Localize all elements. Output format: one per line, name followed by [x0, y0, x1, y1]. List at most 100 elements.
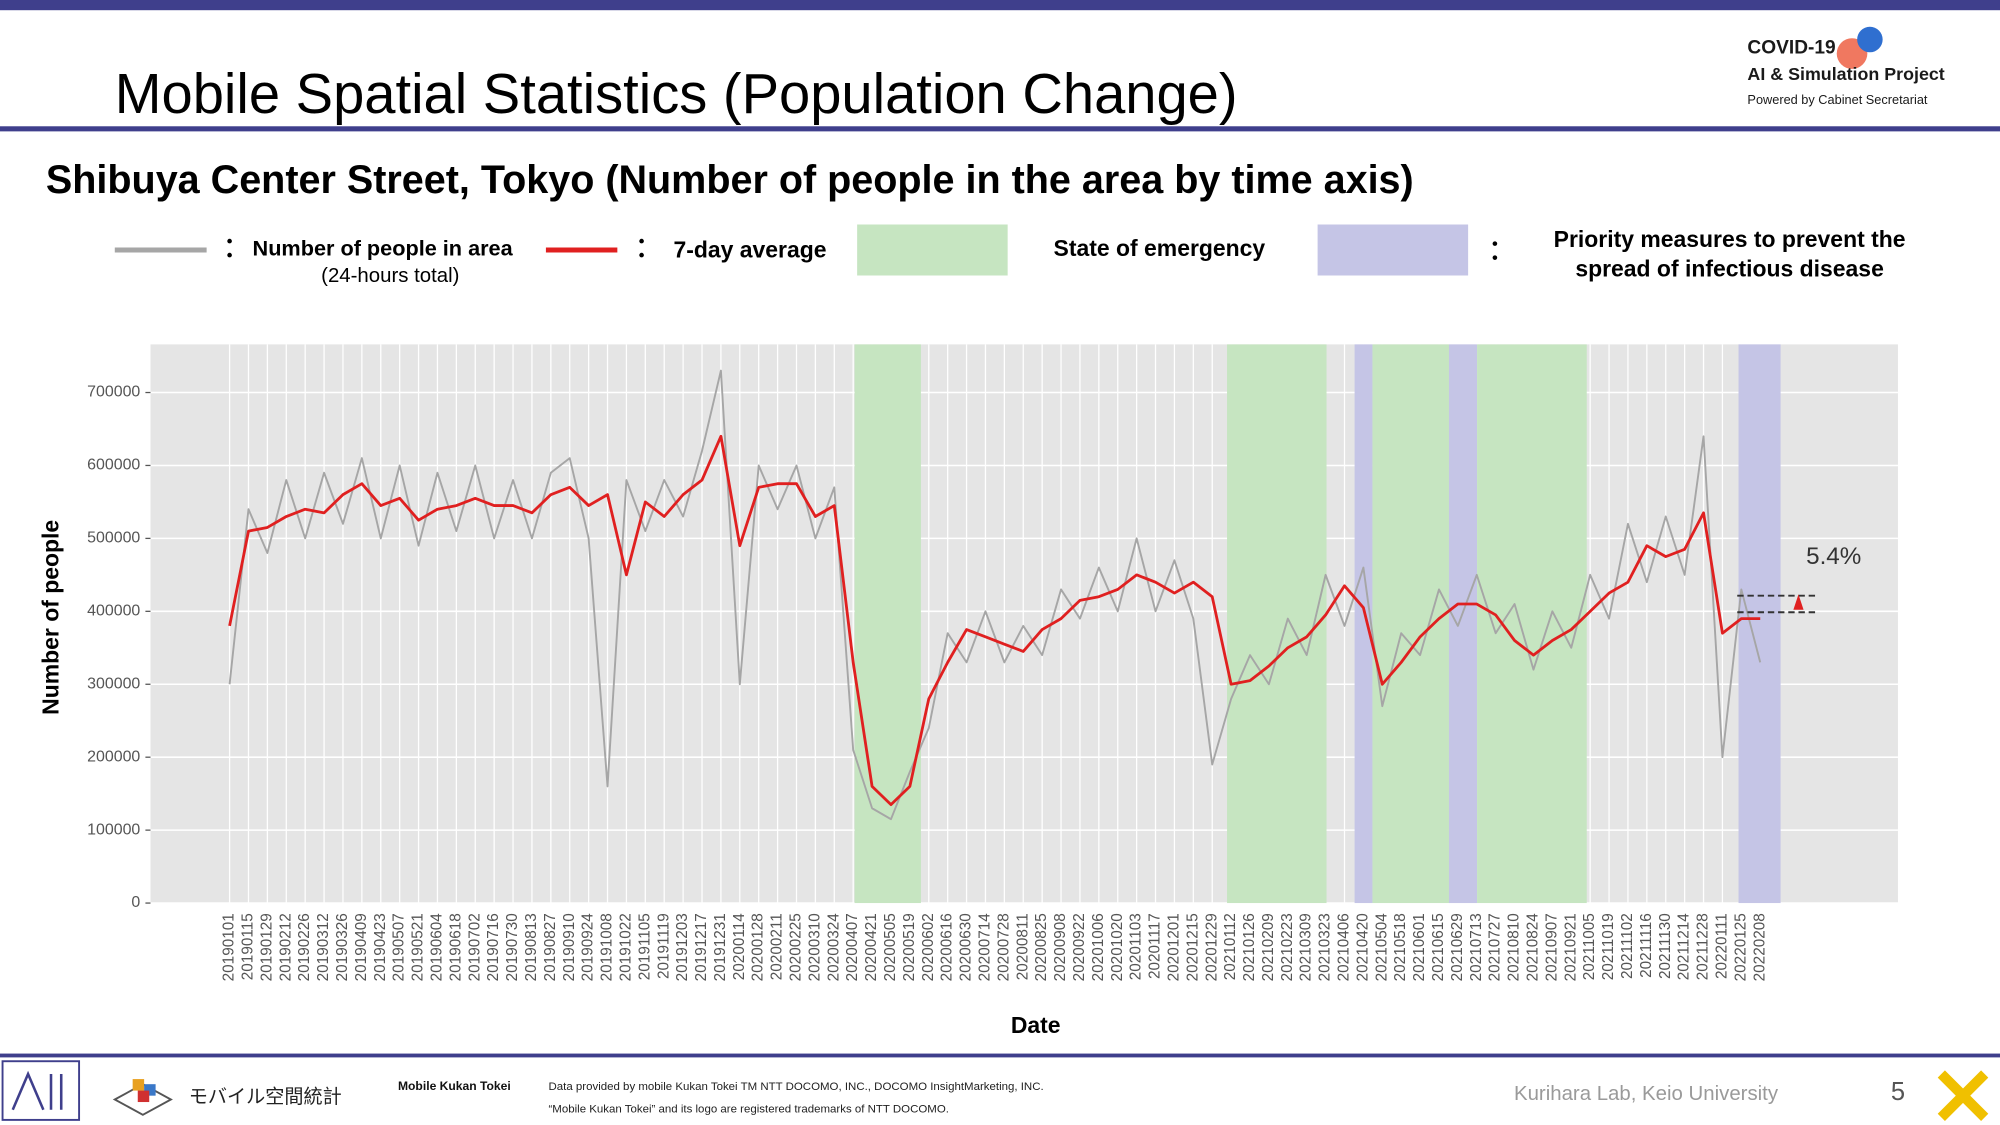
x-tick-label: 20201229: [1203, 913, 1220, 981]
x-tick-label: 20190312: [315, 913, 332, 981]
x-tick-label: 20190618: [447, 913, 464, 981]
x-tick-label: 20210126: [1241, 913, 1258, 981]
annotation: 5.4%: [1806, 543, 1861, 570]
x-tick-label: 20210209: [1260, 913, 1277, 981]
x-tick-label: 20201117: [1147, 913, 1164, 979]
average-line: [228, 434, 1761, 807]
x-tick-label: 20210824: [1525, 913, 1542, 982]
x-tick-label: 20210112: [1222, 913, 1239, 980]
priority-band: [1448, 344, 1478, 904]
x-tick-label: 20210727: [1487, 913, 1504, 981]
x-tick-label: 20200908: [1052, 913, 1069, 981]
y-tick-label: 700000: [87, 384, 140, 401]
footer-brand: Mobile Kukan Tokei: [398, 1079, 511, 1093]
x-tick-label: 20200114: [731, 913, 748, 980]
legend-swatch: [857, 224, 1008, 276]
x-tick-label: 20200728: [995, 913, 1012, 981]
x-tick-label: 20191105: [636, 913, 653, 980]
top-bar: [0, 0, 2000, 11]
x-tick-label: 20200825: [1033, 913, 1050, 981]
x-tick-label: 20200922: [1071, 913, 1088, 981]
footer-credit: “Mobile Kukan Tokei” and its logo are re…: [548, 1104, 948, 1116]
x-tick-label: 20191022: [617, 913, 634, 981]
x-tick-label: 20190702: [466, 913, 483, 981]
x-tick-label: 20200602: [920, 913, 937, 981]
legend-colon: [227, 238, 1498, 260]
emergency-band: [1477, 344, 1587, 904]
x-tick-label: 20190115: [240, 913, 257, 980]
x-tick-label: 20191231: [712, 913, 729, 981]
bands: [854, 344, 1781, 904]
x-tick-label: 20210921: [1562, 913, 1579, 981]
x-tick-label: 20220111: [1713, 913, 1730, 979]
x-tick-label: 20200407: [844, 913, 861, 981]
emergency-band: [1227, 344, 1327, 904]
x-tick-label: 20190910: [561, 913, 578, 981]
x-tick-label: 20210615: [1430, 913, 1447, 981]
footer-lab: Kurihara Lab, Keio University: [1514, 1083, 1779, 1105]
x-tick-label: 20190924: [580, 913, 597, 982]
y-tick-label: 300000: [87, 675, 140, 692]
x-tick-label: 20190101: [221, 913, 238, 981]
footer-icon: [1937, 1070, 1989, 1121]
x-tick-label: 20210713: [1468, 913, 1485, 981]
title-rule: [0, 126, 2000, 132]
annotation-arrow: [1793, 594, 1804, 610]
logo-text: Powered by Cabinet Secretariat: [1747, 92, 1927, 107]
x-tick-label: 20211130: [1657, 913, 1674, 979]
slide-title: Mobile Spatial Statistics (Population Ch…: [115, 62, 1238, 125]
legend-label: Number of people in area: [253, 236, 514, 261]
x-tick-label: 20200505: [882, 913, 899, 981]
legend-swatch: [1317, 224, 1469, 276]
x-tick-label: 20211116: [1638, 913, 1655, 978]
x-tick-label: 20210504: [1373, 913, 1390, 982]
x-tick-label: 20190521: [410, 913, 427, 981]
x-tick-label: 20201201: [1165, 913, 1182, 981]
x-tick-label: 20200421: [863, 913, 880, 981]
x-tick-label: 20190326: [334, 913, 351, 981]
x-tick-label: 20210323: [1317, 913, 1334, 981]
plot-background: [150, 344, 1898, 904]
x-tick-label: 20220125: [1732, 913, 1749, 981]
legend-label: Priority measures to prevent the spread o…: [1554, 226, 1906, 281]
y-tick-label: 0: [131, 894, 140, 911]
x-tick-label: 20190212: [277, 913, 294, 981]
x-tick-label: 20201215: [1184, 913, 1201, 981]
x-tick-label: 20200310: [806, 913, 823, 981]
footer-brand: モバイル空間統計: [189, 1086, 342, 1108]
x-tick-label: 20191217: [693, 913, 710, 981]
x-tick-label: 20200225: [788, 913, 805, 981]
x-tick-label: 20190827: [542, 913, 559, 981]
x-tick-label: 20190423: [372, 913, 389, 981]
x-tick-label: 20200324: [825, 913, 842, 982]
footer-rule: [0, 1053, 2000, 1058]
y-tick-label: 600000: [87, 457, 140, 474]
priority-band: [1354, 344, 1373, 904]
x-tick-label: 20210629: [1449, 913, 1466, 981]
x-tick-label: 20201006: [1090, 913, 1107, 981]
x-tick-label: 20190604: [429, 913, 446, 982]
x-tick-label: 20211228: [1695, 913, 1712, 980]
y-tick-label: 500000: [87, 530, 140, 547]
x-tick-label: 20200714: [977, 913, 994, 982]
legend-label: State of emergency: [1054, 235, 1266, 261]
legend-label: 7-day average: [673, 236, 826, 262]
legend-note: (24-hours total): [321, 265, 459, 287]
x-tick-label: 20211102: [1619, 913, 1636, 979]
x-tick-label: 20210810: [1506, 913, 1523, 981]
y-tick-label: 200000: [87, 748, 140, 765]
footer-credit: Data provided by mobile Kukan Tokei TM N…: [548, 1081, 1043, 1093]
x-tick-label: 20210309: [1298, 913, 1315, 981]
x-tick-label: 20200630: [958, 913, 975, 981]
chart-title: Shibuya Center Street, Tokyo (Number of …: [46, 158, 1414, 202]
x-tick-label: 20190716: [485, 913, 502, 981]
logo-dot: [1857, 26, 1883, 53]
y-tick-label: 400000: [87, 603, 140, 620]
y-axis-label: Number of people: [37, 520, 63, 715]
x-tick-label: 20191119: [655, 913, 672, 979]
x-tick-label: 20190730: [504, 913, 521, 981]
x-tick-label: 20210223: [1279, 913, 1296, 981]
x-tick-label: 20190813: [523, 913, 540, 981]
